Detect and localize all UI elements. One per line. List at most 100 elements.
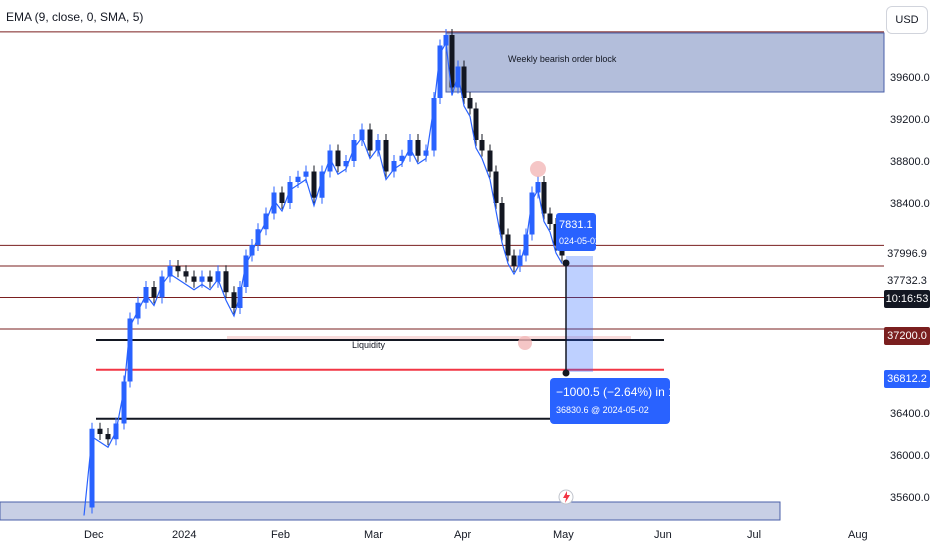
x-tick-label: May: [553, 529, 574, 541]
candle-body: [279, 192, 285, 203]
candle-body: [121, 381, 127, 424]
candle-body: [517, 255, 523, 266]
candle-body: [535, 182, 541, 193]
candle-body: [359, 129, 365, 140]
candle-body: [437, 45, 443, 98]
candle-body: [505, 234, 511, 256]
y-tick-label: 36000.0: [890, 450, 930, 462]
x-tick-label: Aug: [848, 529, 868, 541]
candle-body: [167, 266, 173, 277]
projection-box: [550, 378, 670, 424]
x-tick-label: Jul: [747, 529, 761, 541]
start-label-box: [556, 213, 596, 251]
x-tick-label: Jun: [654, 529, 672, 541]
candle-body: [547, 213, 553, 224]
candle-body: [449, 35, 455, 88]
start-date-label: 024-05-02: [559, 236, 600, 246]
candle-body: [97, 428, 103, 434]
y-tick-label: 39600.0: [890, 72, 930, 84]
candle-body: [487, 150, 493, 172]
candle-body: [249, 245, 255, 256]
candle-body: [399, 155, 405, 161]
candle-body: [529, 192, 535, 235]
price-tag: 36812.2: [884, 370, 930, 388]
marker-circle: [530, 161, 546, 177]
y-tick-label: 38400.0: [890, 198, 930, 210]
price-tag: 37200.0: [884, 327, 930, 345]
candle-body: [443, 35, 449, 46]
x-tick-label: Mar: [364, 529, 383, 541]
price-tag: 37996.9: [884, 245, 930, 263]
candle-body: [159, 276, 165, 298]
candle-body: [271, 192, 277, 214]
candle-body: [415, 140, 421, 156]
candle-body: [127, 318, 133, 382]
candle-body: [375, 140, 381, 151]
marker-circle: [518, 336, 532, 350]
price-tag: 10:16:53: [884, 290, 930, 308]
liquidity-zone: [227, 336, 631, 340]
y-tick-label: 39200.0: [890, 114, 930, 126]
candle-body: [511, 255, 517, 266]
candle-body: [215, 271, 221, 282]
candle-body: [541, 182, 547, 214]
lightning-icon: [563, 491, 570, 503]
candle-body: [391, 161, 397, 172]
candle-body: [479, 140, 485, 151]
candle-body: [493, 171, 499, 203]
candle-body: [207, 276, 213, 282]
candle-body: [175, 266, 181, 272]
indicator-legend[interactable]: EMA (9, close, 0, SMA, 5): [6, 10, 144, 24]
candle-body: [383, 140, 389, 172]
currency-button[interactable]: USD: [886, 6, 928, 34]
candle-body: [431, 98, 437, 151]
x-tick-label: Apr: [454, 529, 471, 541]
candle-body: [423, 150, 429, 156]
projection-end-point: [562, 369, 570, 377]
candle-body: [467, 98, 473, 109]
candle-body: [199, 276, 205, 282]
candle-body: [243, 255, 249, 287]
y-tick-label: 38800.0: [890, 156, 930, 168]
candle-body: [461, 66, 467, 98]
candle-body: [237, 287, 243, 308]
projection-zone: [566, 256, 593, 372]
candle-body: [191, 276, 197, 282]
candle-body: [287, 182, 293, 203]
candle-body: [523, 234, 529, 256]
candle-body: [473, 108, 479, 140]
candle-body: [295, 176, 301, 182]
projection-start-point: [562, 259, 570, 267]
order-block-label: Weekly bearish order block: [508, 54, 617, 64]
liquidity-label: Liquidity: [352, 340, 386, 350]
candle-body: [499, 203, 505, 235]
start-price-label: 7831.1: [559, 219, 593, 231]
candle-body: [311, 171, 317, 198]
x-tick-label: Dec: [84, 529, 104, 541]
ema-line: [83, 41, 563, 516]
candle-body: [319, 171, 325, 198]
y-tick-label: 36400.0: [890, 408, 930, 420]
candle-body: [327, 150, 333, 172]
candle-body: [105, 434, 111, 440]
price-tag: 37732.3: [884, 272, 930, 290]
candle-body: [343, 161, 349, 167]
candle-body: [303, 171, 309, 177]
projection-main-label: −1000.5 (−2.64%) in 13h: [556, 385, 688, 399]
candle-body: [231, 292, 237, 308]
candle-body: [223, 271, 229, 293]
order-block-zone: [445, 32, 885, 93]
candle-body: [367, 129, 373, 151]
candle-body: [351, 140, 357, 161]
x-tick-label: 2024: [172, 529, 196, 541]
bottom-zone: [0, 501, 781, 521]
candle-body: [89, 428, 95, 508]
y-tick-label: 35600.0: [890, 492, 930, 504]
x-tick-label: Feb: [271, 529, 290, 541]
candle-body: [183, 271, 189, 277]
candle-body: [335, 150, 341, 167]
projection-sub-label: 36830.6 @ 2024-05-02: [556, 405, 649, 415]
candle-body: [151, 287, 157, 298]
